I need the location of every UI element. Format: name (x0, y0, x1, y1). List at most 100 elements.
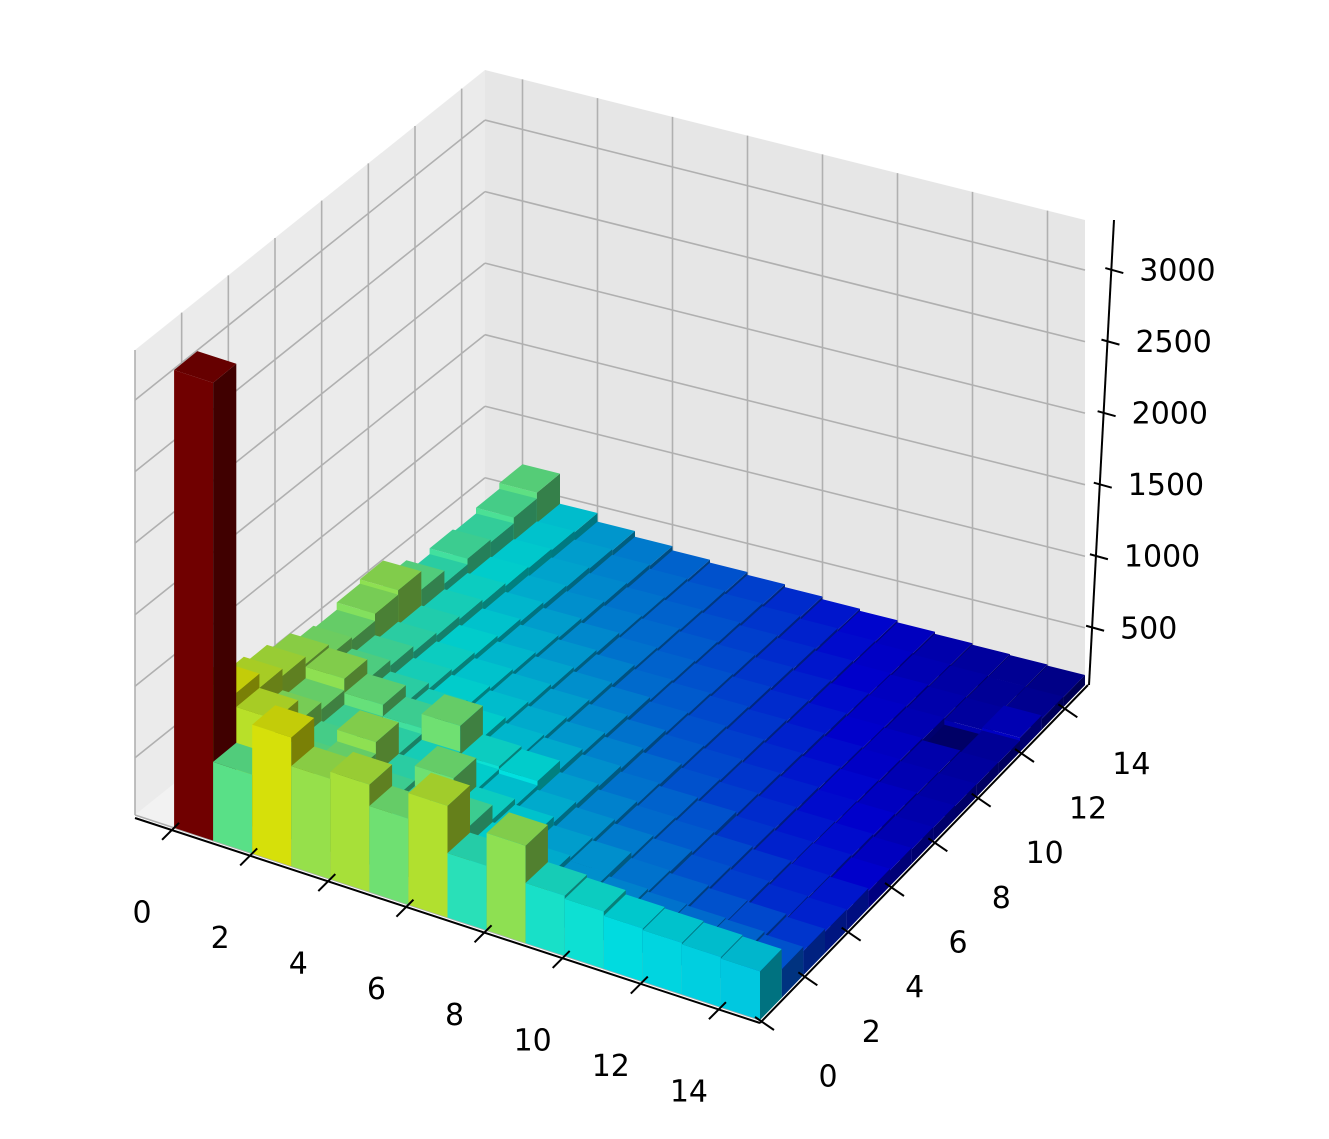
bar-top-face (732, 657, 794, 689)
x-tick (708, 1001, 727, 1020)
z-tick-label: 1000 (1124, 540, 1200, 575)
bar-front-face (174, 370, 214, 841)
bar-top-face (570, 840, 632, 874)
x-tick-label: 6 (367, 972, 386, 1007)
bar-top-face (966, 676, 1026, 709)
x-tick (317, 873, 337, 892)
grid-line (484, 333, 1086, 486)
bar-front-face (330, 771, 370, 892)
bar-top-face (414, 745, 477, 779)
y-tick (797, 971, 818, 987)
bar-top-face (982, 705, 1042, 738)
bar-top-face (681, 922, 743, 958)
bar-top-face (868, 674, 929, 707)
bar-top-face (664, 581, 725, 612)
bar-top-face (724, 574, 785, 605)
y-tick (971, 792, 992, 808)
bar-top-face (770, 670, 831, 702)
x-tick (630, 975, 649, 995)
bar-front-face (252, 724, 292, 867)
bar-top-face (252, 705, 315, 738)
bar-top-face (1025, 665, 1085, 698)
bar-side-face (976, 762, 999, 797)
y-tick-label: 0 (818, 1060, 837, 1095)
bar-top-face (408, 772, 470, 806)
z-tick (1101, 338, 1120, 346)
grid-line (484, 190, 1086, 343)
bar-front-face (720, 958, 760, 1020)
y-tick (1057, 703, 1078, 719)
z-tick-label: 500 (1120, 611, 1177, 646)
bar-top-face (305, 647, 368, 679)
x-tick-label: 8 (445, 998, 464, 1033)
bar-top-face (928, 665, 989, 698)
y-tick (754, 1016, 775, 1031)
x-tick (551, 950, 571, 969)
bar-top-face (900, 740, 961, 773)
bar-side-face (803, 928, 825, 976)
bar-top-face (612, 536, 673, 566)
bar-top-face (498, 749, 560, 782)
y-tick-label: 6 (948, 926, 967, 961)
bar-top-face (679, 612, 740, 643)
bar-top-face (916, 773, 977, 807)
bar-top-face (912, 633, 973, 665)
bar-top-face (336, 583, 399, 614)
z-tick (1089, 553, 1109, 561)
bar-front-face (564, 898, 604, 969)
bar-side-face (825, 909, 847, 953)
bar-top-face (499, 464, 560, 493)
bar-top-face (720, 936, 782, 972)
bar-top-face (641, 599, 703, 630)
bar-front-face (291, 766, 331, 880)
bar-top-face (815, 631, 876, 662)
bar-top-face (793, 650, 854, 682)
z-tick (1105, 267, 1124, 275)
z-tick-label: 2500 (1135, 325, 1211, 360)
bar-front-face (369, 806, 409, 905)
y-tick (841, 926, 862, 942)
bar-side-face (1063, 675, 1085, 708)
bar-top-face (486, 812, 548, 846)
bar-top-face (589, 554, 650, 585)
grid-line (134, 119, 486, 401)
bar-top-face (710, 676, 771, 708)
bar-top-face (960, 730, 1020, 763)
grid-line (484, 119, 1086, 271)
z-axis-line (1088, 219, 1115, 686)
bar-top-face (835, 802, 896, 836)
x-tick-label: 2 (211, 921, 230, 956)
bar-top-face (536, 503, 598, 533)
bar (720, 936, 782, 1020)
bar-top-face (862, 727, 923, 760)
bar-top-face (695, 644, 756, 676)
bar-top-face (830, 663, 891, 695)
bar-top-face (421, 694, 483, 726)
bar-top-face (988, 655, 1048, 687)
bar-front-face (447, 853, 487, 931)
y-tick-label: 12 (1069, 792, 1107, 827)
y-tick-label: 8 (992, 881, 1011, 916)
bar-top-face (786, 702, 847, 735)
bar-top-face (762, 587, 823, 618)
x-tick (473, 924, 493, 944)
bar-top-face (800, 599, 860, 630)
bar-top-face (764, 722, 825, 755)
y-tick-label: 2 (862, 1015, 881, 1050)
y-tick (927, 837, 948, 853)
bar-top-face (878, 761, 939, 794)
bar-front-face (486, 833, 526, 944)
bar-top-face (626, 568, 688, 599)
bar-front-face (603, 915, 643, 982)
bar-top-face (853, 642, 913, 674)
bar-top-face (818, 768, 879, 802)
bar-side-face (933, 805, 955, 842)
bar-side-face (1041, 696, 1064, 730)
grid-line (484, 405, 1086, 558)
bar-top-face (564, 877, 626, 912)
bar-top-face (337, 710, 399, 743)
bar-top-face (574, 521, 635, 551)
bar-top-face (740, 606, 801, 637)
bar-top-face (938, 751, 999, 785)
